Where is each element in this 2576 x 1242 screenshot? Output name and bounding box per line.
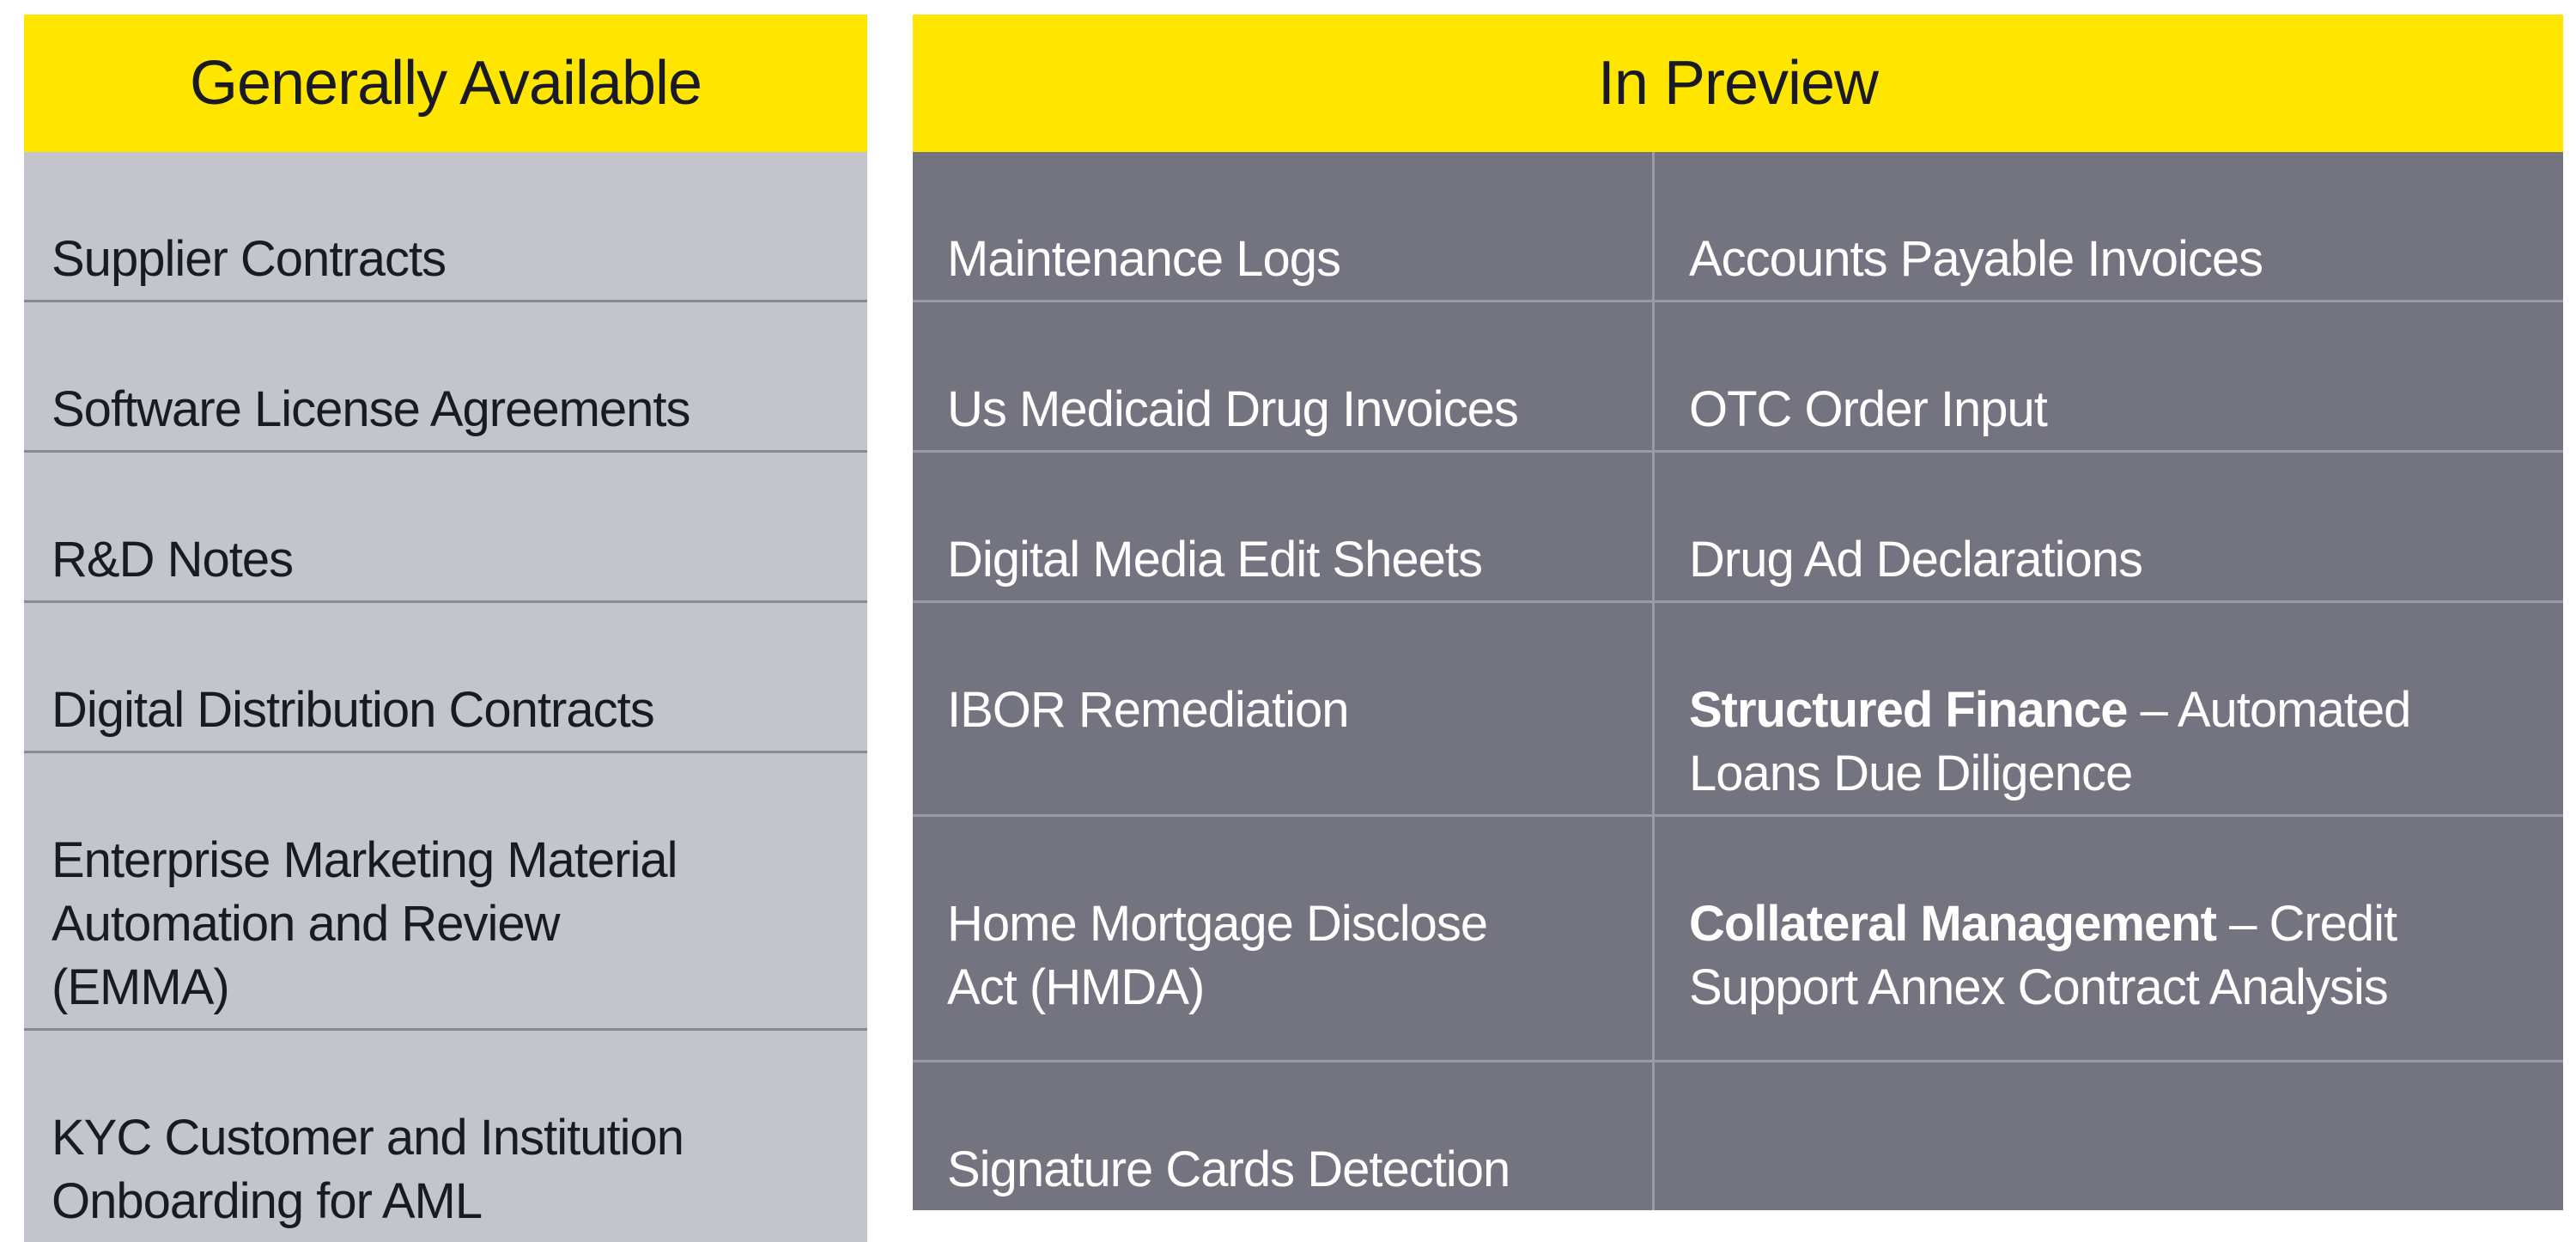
- in-preview-title: In Preview: [1597, 49, 1879, 118]
- ga-row-label: Digital Distribution Contracts: [52, 682, 655, 738]
- pv-cell-text: IBOR Remediation: [947, 682, 1350, 738]
- pv-row-signature-cards-detection: Signature Cards Detection: [913, 1060, 2563, 1210]
- pv-cell-right: Accounts Payable Invoices: [1655, 152, 2563, 300]
- pv-row-us-medicaid-drug-invoices: Us Medicaid Drug Invoices OTC Order Inpu…: [913, 300, 2563, 450]
- pv-cell-right: Structured Finance – Automated Loans Due…: [1655, 603, 2563, 814]
- slide-canvas: Generally Available Supplier Contracts S…: [24, 15, 2563, 1242]
- pv-cell-right: OTC Order Input: [1655, 302, 2563, 450]
- generally-available-table: Generally Available Supplier Contracts S…: [24, 15, 867, 1242]
- pv-row-ibor-remediation: IBOR Remediation Structured Finance – Au…: [913, 600, 2563, 814]
- pv-cell-left: Us Medicaid Drug Invoices: [913, 302, 1655, 450]
- pv-cell-left: Signature Cards Detection: [913, 1062, 1655, 1210]
- pv-row-digital-media-edit-sheets: Digital Media Edit Sheets Drug Ad Declar…: [913, 450, 2563, 600]
- ga-row-label: Supplier Contracts: [52, 231, 447, 287]
- ga-row-digital-distribution-contracts: Digital Distribution Contracts: [24, 600, 867, 751]
- pv-cell-left: Maintenance Logs: [913, 152, 1655, 300]
- pv-row-maintenance-logs: Maintenance Logs Accounts Payable Invoic…: [913, 152, 2563, 300]
- ga-row-supplier-contracts: Supplier Contracts: [24, 152, 867, 300]
- ga-row-emma: Enterprise Marketing Material Automation…: [24, 751, 867, 1028]
- pv-cell-text: Us Medicaid Drug Invoices: [947, 381, 1519, 437]
- ga-row-label: R&D Notes: [52, 532, 294, 588]
- ga-row-label: Enterprise Marketing Material Automation…: [52, 832, 678, 1015]
- pv-cell-text: Drug Ad Declarations: [1689, 532, 2143, 588]
- pv-cell-bold-text: Structured Finance: [1689, 682, 2129, 738]
- pv-cell-text: Accounts Payable Invoices: [1689, 231, 2263, 287]
- pv-cell-text: Home Mortgage Disclose Act (HMDA): [947, 896, 1488, 1015]
- in-preview-header: In Preview: [913, 15, 2563, 152]
- pv-cell-left: Digital Media Edit Sheets: [913, 453, 1655, 600]
- generally-available-title: Generally Available: [189, 49, 702, 118]
- pv-cell-right: Drug Ad Declarations: [1655, 453, 2563, 600]
- pv-cell-right: [1655, 1062, 2563, 1210]
- ga-row-rd-notes: R&D Notes: [24, 450, 867, 600]
- pv-row-hmda: Home Mortgage Disclose Act (HMDA) Collat…: [913, 814, 2563, 1060]
- pv-cell-text: Signature Cards Detection: [947, 1142, 1510, 1197]
- pv-cell-left: IBOR Remediation: [913, 603, 1655, 814]
- ga-row-label: Software License Agreements: [52, 381, 691, 437]
- pv-cell-text: OTC Order Input: [1689, 381, 2048, 437]
- pv-cell-text: Digital Media Edit Sheets: [947, 532, 1483, 588]
- ga-row-software-license-agreements: Software License Agreements: [24, 300, 867, 450]
- generally-available-header: Generally Available: [24, 15, 867, 152]
- pv-cell-bold-text: Collateral Management: [1689, 896, 2217, 952]
- pv-cell-text: – Automated Loans Due Diligence: [1689, 682, 2411, 801]
- ga-row-kyc-onboarding: KYC Customer and Institution Onboarding …: [24, 1028, 867, 1242]
- ga-row-label: KYC Customer and Institution Onboarding …: [52, 1110, 684, 1229]
- in-preview-table: In Preview Maintenance Logs Accounts Pay…: [913, 15, 2563, 1210]
- pv-cell-text: Maintenance Logs: [947, 231, 1341, 287]
